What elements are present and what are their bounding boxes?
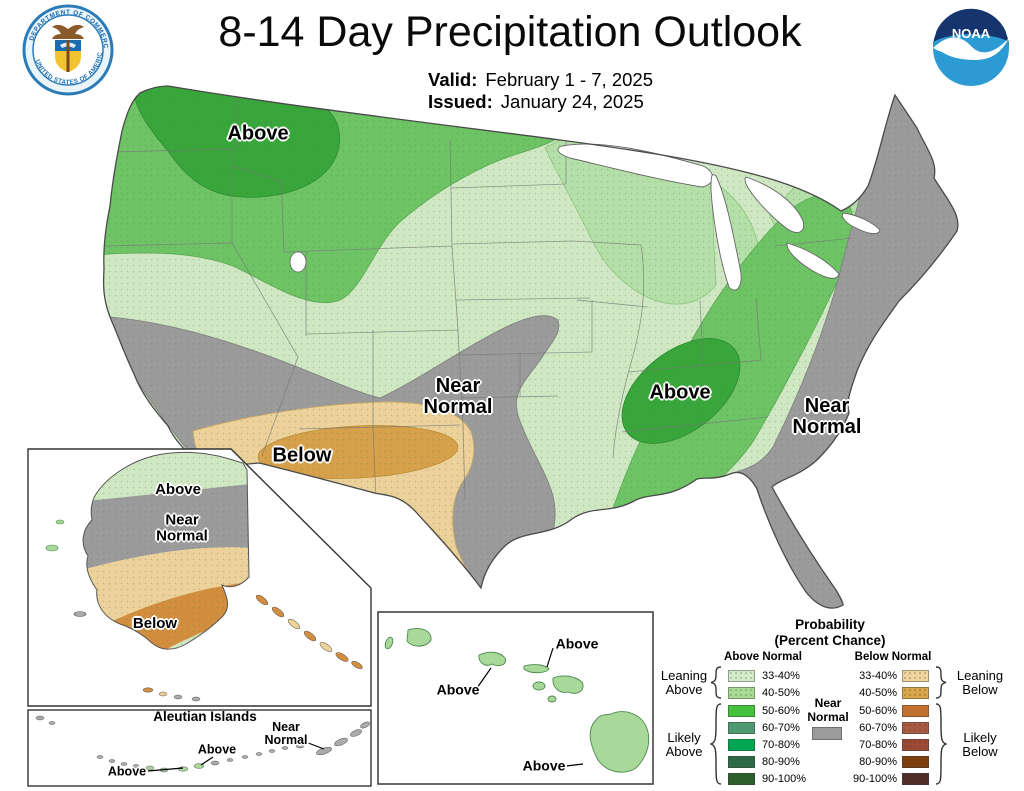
aleutian-label-near-normal: Near Normal — [264, 719, 308, 747]
page-title: 8-14 Day Precipitation Outlook — [218, 8, 802, 56]
legend-pct-above-80-90: 80-90% — [762, 756, 800, 768]
valid-issued-block: Valid: February 1 - 7, 2025 Issued: Januar… — [428, 69, 653, 113]
island-maui — [552, 675, 584, 694]
legend-swatch-below-90-100 — [902, 773, 929, 785]
legend-near-normal-label: Near Normal — [807, 696, 849, 724]
legend-likely-above-label: Likely Above — [665, 730, 703, 759]
issued-value: January 24, 2025 — [500, 91, 644, 112]
legend-leaning-below-label: Leaning Below — [956, 668, 1004, 697]
seal-lighthouse-icon — [66, 40, 70, 72]
valid-line: Valid: February 1 - 7, 2025 — [428, 69, 653, 91]
valid-value: February 1 - 7, 2025 — [485, 69, 653, 90]
alaska-stipple — [83, 452, 249, 650]
legend-swatch-below-70-80 — [902, 739, 929, 751]
island-lanai — [532, 681, 546, 691]
map-label-above-northwest: Above — [227, 122, 289, 145]
issued-line: Issued: January 24, 2025 — [428, 91, 653, 113]
hawaii-label-above-1: Above — [555, 635, 599, 652]
hawaii-label-above-3: Above — [522, 757, 566, 774]
legend-swatch-above-33-40 — [728, 670, 755, 682]
legend-swatch-below-80-90 — [902, 756, 929, 768]
legend-swatch-above-40-50 — [728, 687, 755, 699]
legend-pct-below-50-60: 50-60% — [859, 705, 897, 717]
legend-pct-below-80-90: 80-90% — [859, 756, 897, 768]
state-boundaries — [103, 88, 854, 501]
issued-label: Issued: — [428, 91, 493, 112]
lake-michigan — [710, 174, 742, 291]
probability-legend: Probability (Percent Chance) Above Norma… — [640, 612, 1024, 791]
alaska-label-above: Above — [155, 481, 201, 499]
dept-of-commerce-seal: DEPARTMENT OF COMMERCE UNITED STATES OF … — [22, 4, 114, 96]
legend-pct-below-33-40: 33-40% — [859, 670, 897, 682]
legend-swatch-above-50-60 — [728, 705, 755, 717]
island-oahu — [478, 651, 507, 667]
brace-likely-below — [935, 703, 947, 785]
legend-swatch-below-60-70 — [902, 722, 929, 734]
legend-swatch-above-80-90 — [728, 756, 755, 768]
aleutian-islands-title: Aleutian Islands — [153, 708, 257, 724]
noaa-bird-icon — [933, 37, 1009, 60]
legend-pct-above-50-60: 50-60% — [762, 705, 800, 717]
legend-pct-below-90-100: 90-100% — [852, 773, 897, 785]
legend-pct-above-40-50: 40-50% — [762, 687, 800, 699]
legend-pct-above-60-70: 60-70% — [762, 722, 800, 734]
hawaii-label-above-2: Above — [436, 681, 480, 698]
map-label-near-normal-central: Near Normal — [423, 375, 493, 418]
map-label-above-southeast: Above — [649, 381, 711, 404]
legend-title: Probability — [795, 617, 865, 632]
lake-ontario — [841, 212, 881, 235]
legend-subtitle: (Percent Chance) — [774, 633, 886, 648]
hawaii-islands-shapes — [384, 628, 650, 773]
legend-swatch-above-90-100 — [728, 773, 755, 785]
island-hawaii — [589, 711, 650, 773]
aleutian-inset-box — [27, 709, 372, 787]
legend-swatch-below-40-50 — [902, 687, 929, 699]
island-kahoolawe — [547, 695, 557, 703]
map-label-below-southwest: Below — [272, 444, 332, 467]
alaska-islands — [45, 519, 363, 702]
legend-swatch-below-33-40 — [902, 670, 929, 682]
legend-pct-above-90-100: 90-100% — [762, 773, 807, 785]
lake-huron — [744, 176, 805, 233]
brace-likely-above — [710, 703, 722, 785]
hawaii-leader-lines — [476, 647, 584, 767]
legend-swatch-below-50-60 — [902, 705, 929, 717]
lake-erie — [786, 242, 840, 279]
noaa-logo: NOAA — [933, 8, 1009, 86]
brace-leaning-above — [710, 666, 722, 699]
aleutian-label-above-2: Above — [197, 742, 237, 757]
aleutian-leader-lines — [147, 740, 325, 772]
map-label-near-normal-east: Near Normal — [792, 395, 862, 438]
legend-likely-below-label: Likely Below — [962, 730, 998, 759]
aleutian-label-above-1: Above — [107, 764, 147, 779]
legend-swatch-above-70-80 — [728, 739, 755, 751]
alaska-outline — [82, 451, 250, 650]
valid-label: Valid: — [428, 69, 478, 90]
legend-pct-above-33-40: 33-40% — [762, 670, 800, 682]
legend-leaning-above-label: Leaning Above — [660, 668, 708, 697]
legend-swatch-near-normal — [812, 727, 842, 740]
island-molokai — [523, 664, 550, 674]
alaska-label-below: Below — [132, 615, 178, 633]
legend-below-normal-header: Below Normal — [854, 651, 932, 663]
legend-pct-below-70-80: 70-80% — [859, 739, 897, 751]
island-kauai — [406, 628, 432, 647]
aleutian-islands-shapes — [35, 715, 370, 773]
brace-leaning-below — [935, 666, 947, 699]
legend-pct-below-40-50: 40-50% — [859, 687, 897, 699]
seal-eagle-icon — [52, 24, 84, 39]
conus-outline — [102, 85, 959, 609]
legend-swatch-above-60-70 — [728, 722, 755, 734]
alaska-label-near-normal: Near Normal — [156, 511, 208, 544]
legend-pct-above-70-80: 70-80% — [762, 739, 800, 751]
legend-above-normal-header: Above Normal — [724, 651, 802, 663]
lake-superior — [557, 143, 714, 188]
noaa-logo-text: NOAA — [952, 26, 991, 41]
great-salt-lake — [289, 251, 307, 273]
legend-pct-below-60-70: 60-70% — [859, 722, 897, 734]
great-lakes — [289, 143, 881, 291]
